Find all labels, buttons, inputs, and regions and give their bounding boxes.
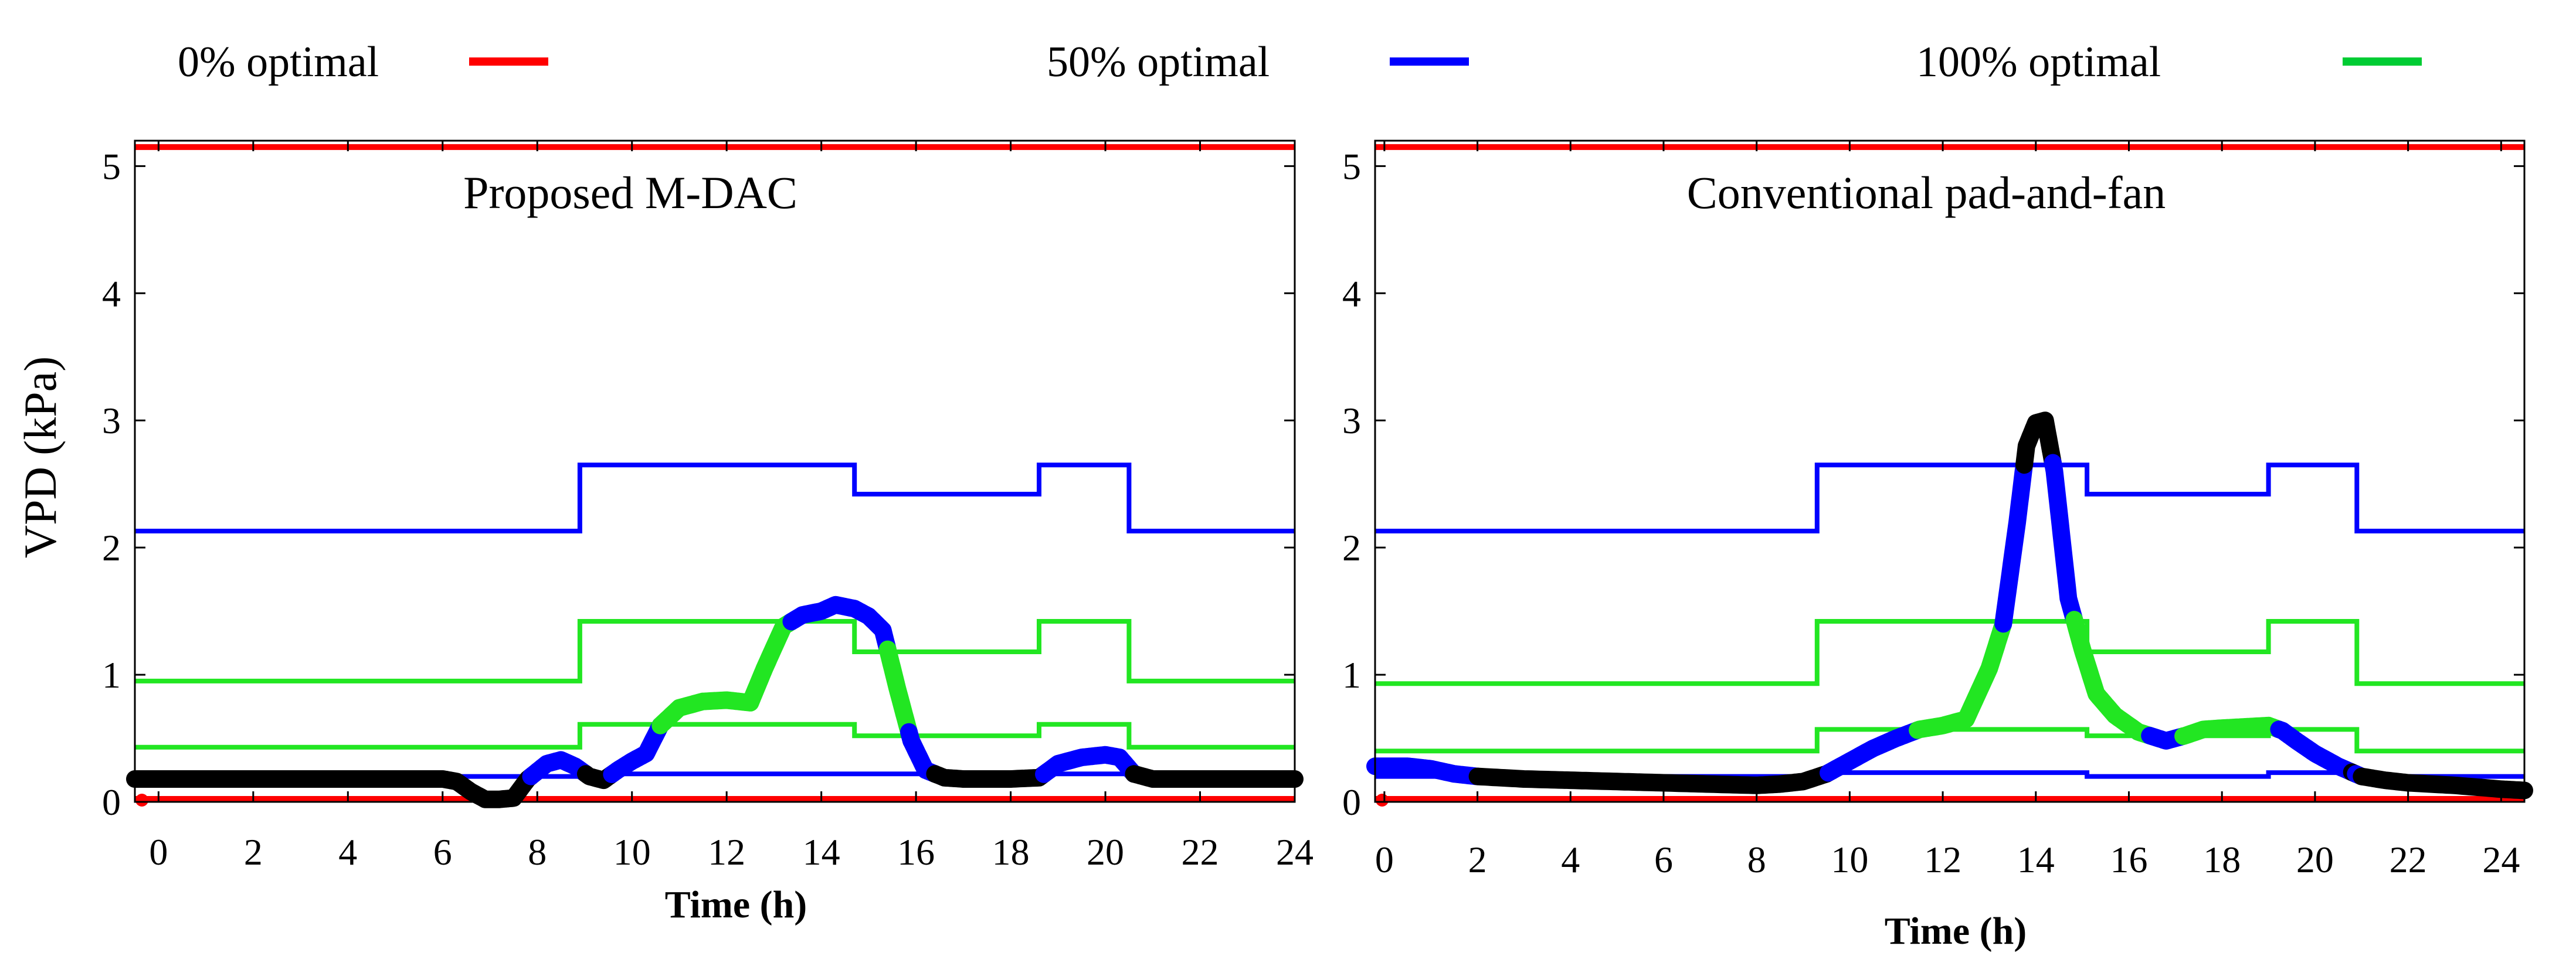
x-tick-label: 20 bbox=[2296, 839, 2334, 880]
vpd-series-segment bbox=[1820, 721, 1927, 782]
x-tick-label: 16 bbox=[2110, 839, 2148, 880]
vpd-series-segment bbox=[1366, 757, 1486, 785]
x-tick-label: 16 bbox=[897, 831, 935, 873]
x-tick-label: 14 bbox=[2017, 839, 2055, 880]
plot-frame bbox=[134, 140, 1296, 803]
legend-label-2: 100% optimal bbox=[1916, 38, 2161, 86]
x-tick-label: 18 bbox=[2203, 839, 2241, 880]
vpd-series-segment bbox=[1468, 764, 1837, 794]
vpd-series-segment bbox=[1035, 746, 1143, 783]
x-tick-label: 12 bbox=[1924, 839, 1961, 880]
vpd-series-segment bbox=[2065, 611, 2159, 744]
x-tick-label: 22 bbox=[1182, 831, 1219, 873]
panel-title: Conventional pad-and-fan bbox=[1687, 167, 2166, 218]
panel-title: Proposed M-DAC bbox=[463, 167, 797, 218]
x-tick-label: 6 bbox=[433, 831, 452, 873]
blue-upper-bound bbox=[1375, 462, 2524, 533]
vpd-series-segment bbox=[782, 596, 897, 658]
y-tick-label: 3 bbox=[102, 400, 121, 441]
x-tick-label: 8 bbox=[528, 831, 547, 873]
vpd-series-segment bbox=[2044, 454, 2083, 629]
legend-label-0: 0% optimal bbox=[178, 38, 379, 86]
vpd-series-segment bbox=[1125, 765, 1304, 788]
vpd-series-segment bbox=[651, 613, 800, 734]
y-tick-label: 2 bbox=[102, 527, 121, 569]
vpd-series-segment bbox=[1994, 456, 2033, 633]
x-tick-label: 24 bbox=[1276, 831, 1314, 873]
y-tick-label: 3 bbox=[1342, 400, 1361, 441]
y-tick-label: 0 bbox=[102, 781, 121, 823]
legend-label-1: 50% optimal bbox=[1047, 38, 1270, 86]
vpd-series-segment bbox=[522, 751, 595, 785]
vpd-series-segment bbox=[878, 640, 918, 741]
vpd-series-segment bbox=[926, 765, 1053, 788]
y-axis-label: VPD (kPa) bbox=[15, 356, 66, 559]
red-origin-marker bbox=[1376, 794, 1389, 807]
y-tick-label: 0 bbox=[1342, 781, 1361, 823]
y-tick-label: 5 bbox=[1342, 145, 1361, 187]
x-tick-label: 10 bbox=[613, 831, 651, 873]
x-tick-label: 12 bbox=[708, 831, 745, 873]
vpd-series-segment bbox=[1909, 615, 2012, 739]
x-tick-label: 0 bbox=[1375, 839, 1394, 880]
vpd-series-segment bbox=[2353, 767, 2533, 800]
vpd-series-segment bbox=[2015, 411, 2062, 474]
x-tick-label: 4 bbox=[338, 831, 357, 873]
x-tick-label: 2 bbox=[1468, 839, 1487, 880]
x-axis-label: Time (h) bbox=[1885, 910, 2027, 953]
x-tick-label: 18 bbox=[992, 831, 1030, 873]
legend: 0% optimal 50% optimal 100% optimal bbox=[178, 38, 2422, 86]
blue-upper-bound bbox=[135, 462, 1295, 533]
x-tick-label: 22 bbox=[2390, 839, 2427, 880]
y-tick-label: 5 bbox=[102, 145, 121, 187]
x-tick-label: 10 bbox=[1831, 839, 1868, 880]
x-tick-label: 2 bbox=[244, 831, 263, 873]
vpd-series-segment bbox=[603, 716, 670, 783]
x-tick-label: 4 bbox=[1561, 839, 1580, 880]
x-tick-label: 14 bbox=[803, 831, 840, 873]
y-tick-label: 4 bbox=[1342, 273, 1361, 314]
vpd-series-segment bbox=[126, 767, 540, 808]
red-origin-marker bbox=[135, 794, 148, 807]
y-tick-label: 1 bbox=[1342, 654, 1361, 696]
y-tick-label: 1 bbox=[102, 654, 121, 696]
x-tick-label: 6 bbox=[1654, 839, 1673, 880]
y-tick-label: 4 bbox=[102, 273, 121, 314]
plot-frame bbox=[1374, 140, 2526, 803]
x-axis-label: Time (h) bbox=[665, 883, 807, 926]
green-upper-bound bbox=[1375, 619, 2524, 686]
y-tick-label: 2 bbox=[1342, 527, 1361, 569]
vpd-series-segment bbox=[2270, 720, 2361, 781]
x-tick-label: 20 bbox=[1087, 831, 1124, 873]
x-tick-label: 8 bbox=[1747, 839, 1766, 880]
green-lower-bound bbox=[135, 722, 1295, 750]
green-upper-bound bbox=[135, 619, 1295, 683]
vpd-series-segment bbox=[2174, 716, 2288, 745]
x-tick-label: 24 bbox=[2482, 839, 2520, 880]
x-tick-label: 0 bbox=[149, 831, 168, 873]
